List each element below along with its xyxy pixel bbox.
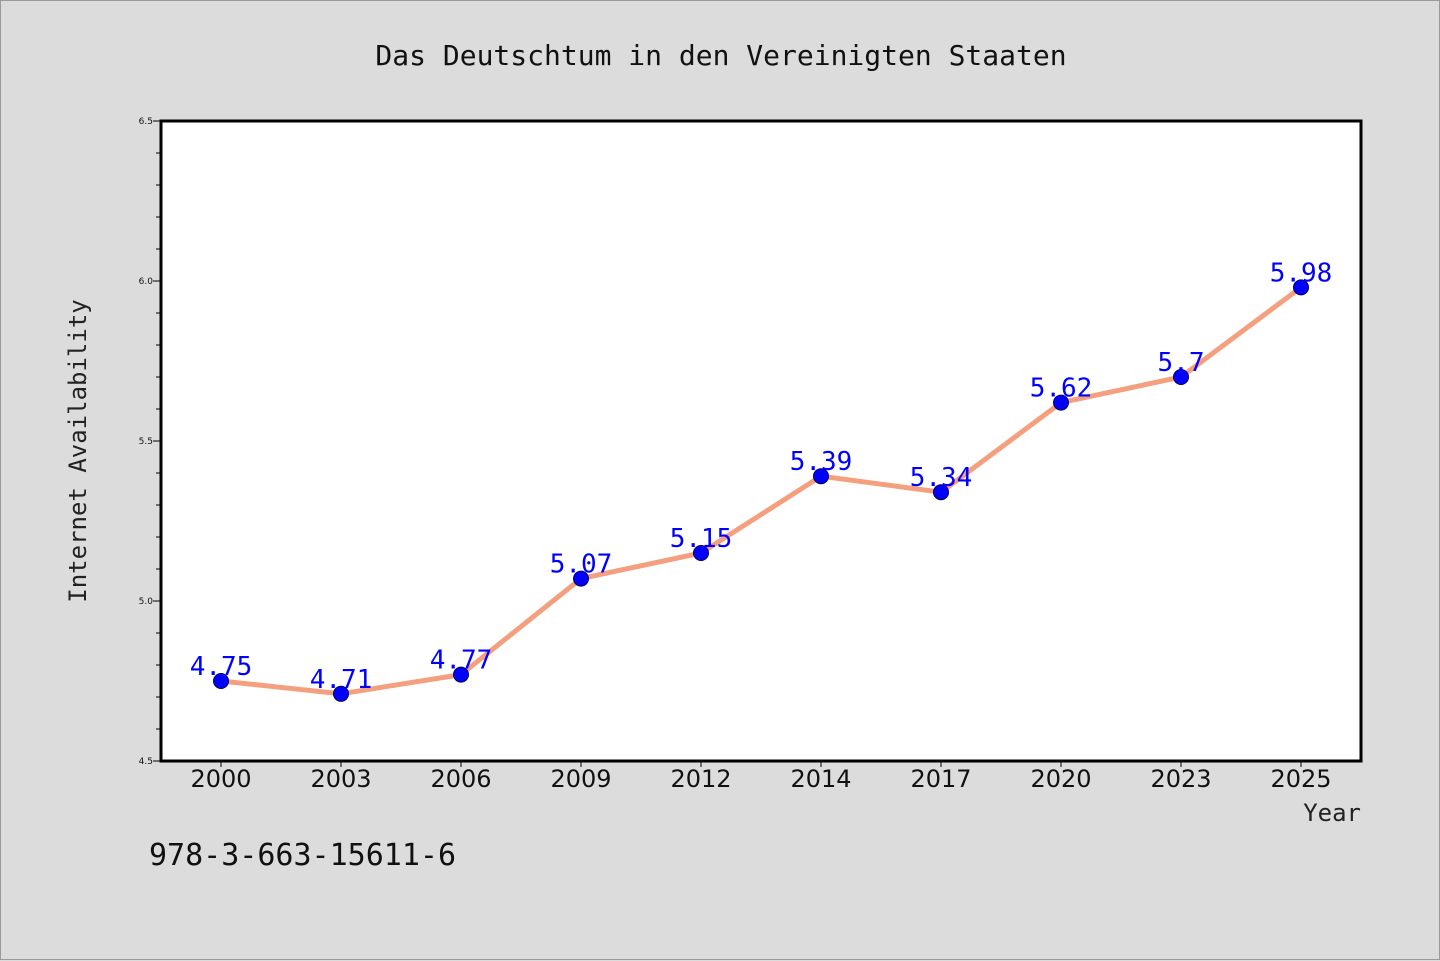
data-point [693, 545, 709, 561]
x-tick-label: 2020 [1030, 765, 1091, 793]
series-line [220, 285, 1303, 697]
y-tick-label: 5.0 [139, 597, 154, 607]
data-point [573, 570, 589, 587]
data-label: 5.98 [1270, 258, 1333, 288]
x-tick-label: 2003 [310, 765, 371, 793]
data-label: 5.39 [790, 447, 853, 477]
y-tick-label: 4.5 [139, 757, 153, 767]
x-tick-label: 2012 [670, 765, 731, 793]
data-point [453, 666, 469, 683]
x-tick-label: 2006 [430, 765, 491, 793]
data-point [1293, 279, 1309, 296]
data-point [813, 468, 829, 485]
y-tick-label: 6.5 [139, 117, 153, 127]
y-axis: 4.5 5.0 5.5 6.0 6.5 [139, 117, 161, 767]
data-label: 5.15 [670, 524, 733, 554]
x-tick-label: 2017 [910, 765, 971, 793]
x-tick-label: 2023 [1150, 765, 1211, 793]
data-point [213, 673, 229, 689]
data-point [333, 685, 349, 702]
data-label: 4.71 [310, 665, 373, 695]
data-label: 4.77 [430, 646, 493, 676]
data-label: 5.62 [1030, 374, 1093, 404]
data-point [933, 484, 949, 501]
footnote-isbn: 978-3-663-15611-6 [149, 838, 456, 873]
x-tick-label: 2000 [190, 765, 251, 793]
y-tick-label: 6.0 [139, 277, 154, 287]
chart-title: Das Deutschtum in den Vereinigten Staate… [375, 39, 1066, 72]
data-label: 5.34 [910, 463, 973, 493]
data-point [1053, 394, 1069, 411]
series-layer: 4.75 4.71 4.77 5.07 5.15 5.39 5.34 5.62 5.7 5.98 [190, 258, 1333, 702]
x-axis-label: Year [1303, 799, 1361, 827]
y-axis-label: Internet Availability [64, 299, 92, 602]
x-axis: 2000 2003 2006 2009 2012 2014 2017 2020 2023 2025 [190, 761, 1332, 793]
x-tick-label: 2025 [1270, 765, 1331, 793]
x-tick-label: 2009 [550, 765, 611, 793]
data-label: 5.7 [1158, 348, 1205, 378]
data-label: 4.75 [190, 652, 253, 682]
x-tick-label: 2014 [790, 765, 851, 793]
data-label: 5.07 [550, 550, 613, 580]
plot-area [159, 119, 1363, 763]
y-tick-label: 5.5 [139, 437, 153, 447]
data-point [1173, 369, 1189, 385]
